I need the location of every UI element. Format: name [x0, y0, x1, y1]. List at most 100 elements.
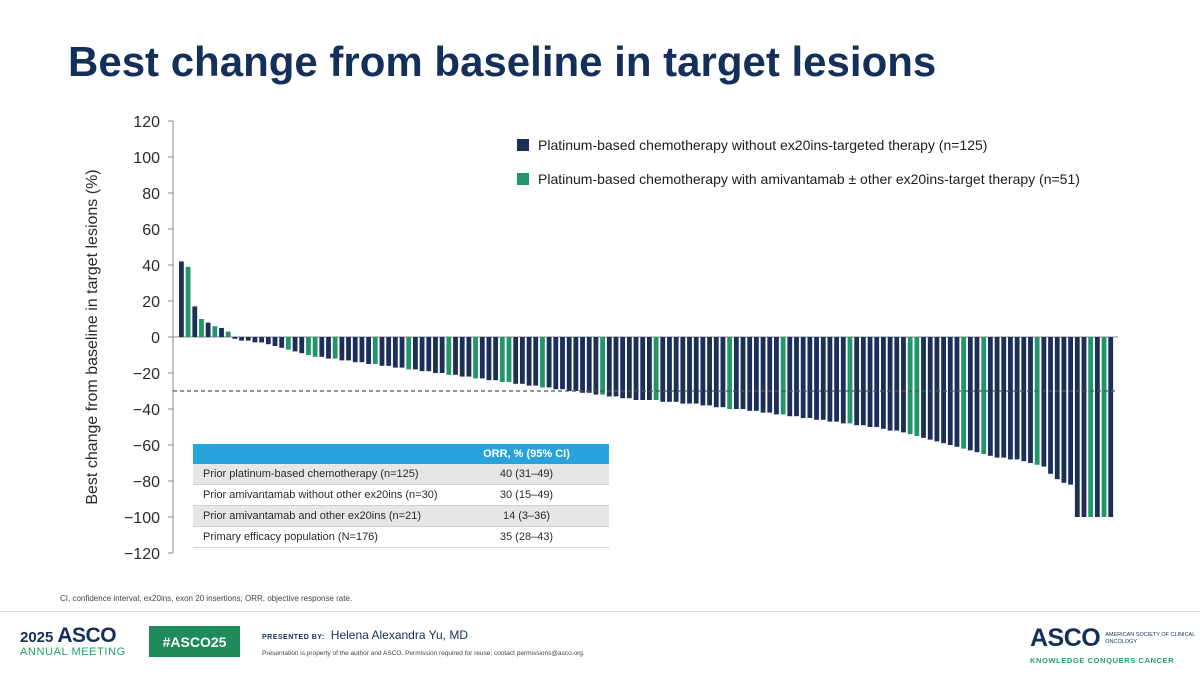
meeting-year: 2025: [20, 629, 54, 646]
waterfall-bar: [372, 337, 378, 364]
y-tick-label: −100: [124, 510, 160, 527]
chart-legend: Platinum-based chemotherapy without ex20…: [517, 136, 1080, 204]
waterfall-bar: [379, 337, 385, 366]
waterfall-bar: [901, 337, 906, 433]
waterfall-bar: [332, 337, 338, 359]
waterfall-bar: [239, 337, 244, 341]
waterfall-bar: [439, 337, 445, 373]
waterfall-bar: [887, 337, 893, 431]
waterfall-bar: [580, 337, 585, 393]
legend-swatch-navy: [517, 139, 529, 151]
y-tick-label: 40: [142, 258, 160, 275]
waterfall-bar: [613, 337, 619, 397]
waterfall-bar: [259, 337, 265, 343]
waterfall-bar: [606, 337, 612, 397]
waterfall-bar: [279, 337, 285, 348]
waterfall-bar: [573, 337, 579, 391]
waterfall-bar: [453, 337, 458, 375]
waterfall-bar: [205, 322, 211, 337]
waterfall-bar: [1081, 337, 1087, 517]
table-row-label: Prior amivantamab and other ex20ins (n=2…: [193, 505, 444, 527]
waterfall-bar: [620, 337, 626, 399]
waterfall-bar: [352, 337, 358, 363]
presenter-block: PRESENTED BY: Helena Alexandra Yu, MD Pr…: [262, 628, 585, 657]
waterfall-bar: [366, 337, 372, 364]
waterfall-bar: [1054, 337, 1060, 480]
table-row-value: 14 (3–36): [444, 505, 609, 527]
waterfall-bar: [867, 337, 873, 427]
hashtag-badge: #ASCO25: [149, 626, 240, 657]
waterfall-bar: [760, 337, 766, 413]
y-tick-label: 60: [142, 222, 160, 239]
waterfall-bar: [680, 337, 686, 404]
waterfall-bar: [586, 337, 592, 393]
meeting-org: ASCO: [57, 624, 117, 647]
waterfall-bar: [600, 337, 606, 395]
table-row: Primary efficacy population (N=176) 35 (…: [193, 526, 609, 548]
waterfall-bar: [640, 337, 646, 400]
waterfall-bar: [540, 337, 545, 388]
waterfall-bar: [894, 337, 900, 431]
waterfall-bar: [292, 337, 298, 352]
waterfall-bar: [1061, 337, 1067, 483]
waterfall-bar: [533, 337, 539, 386]
y-tick-label: 100: [133, 150, 160, 167]
waterfall-bar: [981, 337, 987, 454]
waterfall-bar: [299, 337, 305, 354]
waterfall-bar: [881, 337, 886, 429]
waterfall-bar: [687, 337, 692, 404]
waterfall-bar: [272, 337, 278, 346]
waterfall-bar: [399, 337, 405, 368]
waterfall-bar: [499, 337, 505, 382]
waterfall-bar: [312, 337, 318, 357]
waterfall-bar: [519, 337, 525, 384]
presenter-name: Helena Alexandra Yu, MD: [330, 628, 468, 642]
waterfall-bar: [954, 337, 960, 447]
waterfall-bar: [319, 337, 325, 357]
waterfall-bar: [733, 337, 739, 409]
table-row: Prior amivantamab without other ex20ins …: [193, 484, 609, 506]
waterfall-bar: [560, 337, 565, 390]
waterfall-bar: [1021, 337, 1027, 462]
legend-item-chemo-only: Platinum-based chemotherapy without ex20…: [517, 136, 1080, 154]
waterfall-bar: [459, 337, 465, 377]
waterfall-bar: [199, 319, 204, 337]
brand-name: ASCO: [1030, 624, 1101, 652]
waterfall-bar: [406, 337, 412, 370]
table-row: Prior amivantamab and other ex20ins (n=2…: [193, 505, 609, 527]
waterfall-bar: [245, 337, 251, 341]
waterfall-bar: [693, 337, 699, 404]
waterfall-bar: [326, 337, 331, 359]
waterfall-bar: [225, 331, 231, 337]
legend-label: Platinum-based chemotherapy without ex20…: [538, 137, 988, 153]
orr-table-blank-header: [193, 444, 444, 464]
y-tick-label: −80: [133, 474, 160, 491]
waterfall-bar: [506, 337, 512, 382]
asco-annual-meeting-logo: 2025 ASCO ANNUAL MEETING: [20, 624, 126, 658]
waterfall-bar: [1101, 337, 1107, 517]
waterfall-bar: [1074, 337, 1080, 517]
y-tick-label: −40: [133, 402, 160, 419]
waterfall-bar: [727, 337, 733, 409]
waterfall-bar: [1034, 337, 1040, 465]
waterfall-bar: [633, 337, 639, 400]
waterfall-bar: [386, 337, 392, 366]
waterfall-bar: [1048, 337, 1053, 474]
waterfall-bar: [493, 337, 499, 381]
waterfall-bar: [914, 337, 920, 436]
waterfall-bar: [713, 337, 719, 408]
y-tick-label: 80: [142, 186, 160, 203]
waterfall-bar: [820, 337, 826, 420]
y-tick-label: −120: [124, 546, 160, 563]
waterfall-bar: [854, 337, 860, 426]
property-note: Presentation is property of the author a…: [262, 650, 585, 657]
waterfall-bar: [192, 306, 198, 337]
y-tick-label: −20: [133, 366, 160, 383]
waterfall-bar: [339, 337, 345, 361]
waterfall-bar: [787, 337, 793, 417]
waterfall-bar: [346, 337, 351, 361]
waterfall-bar: [392, 337, 398, 368]
waterfall-bar: [860, 337, 866, 426]
waterfall-bar: [1014, 337, 1020, 460]
